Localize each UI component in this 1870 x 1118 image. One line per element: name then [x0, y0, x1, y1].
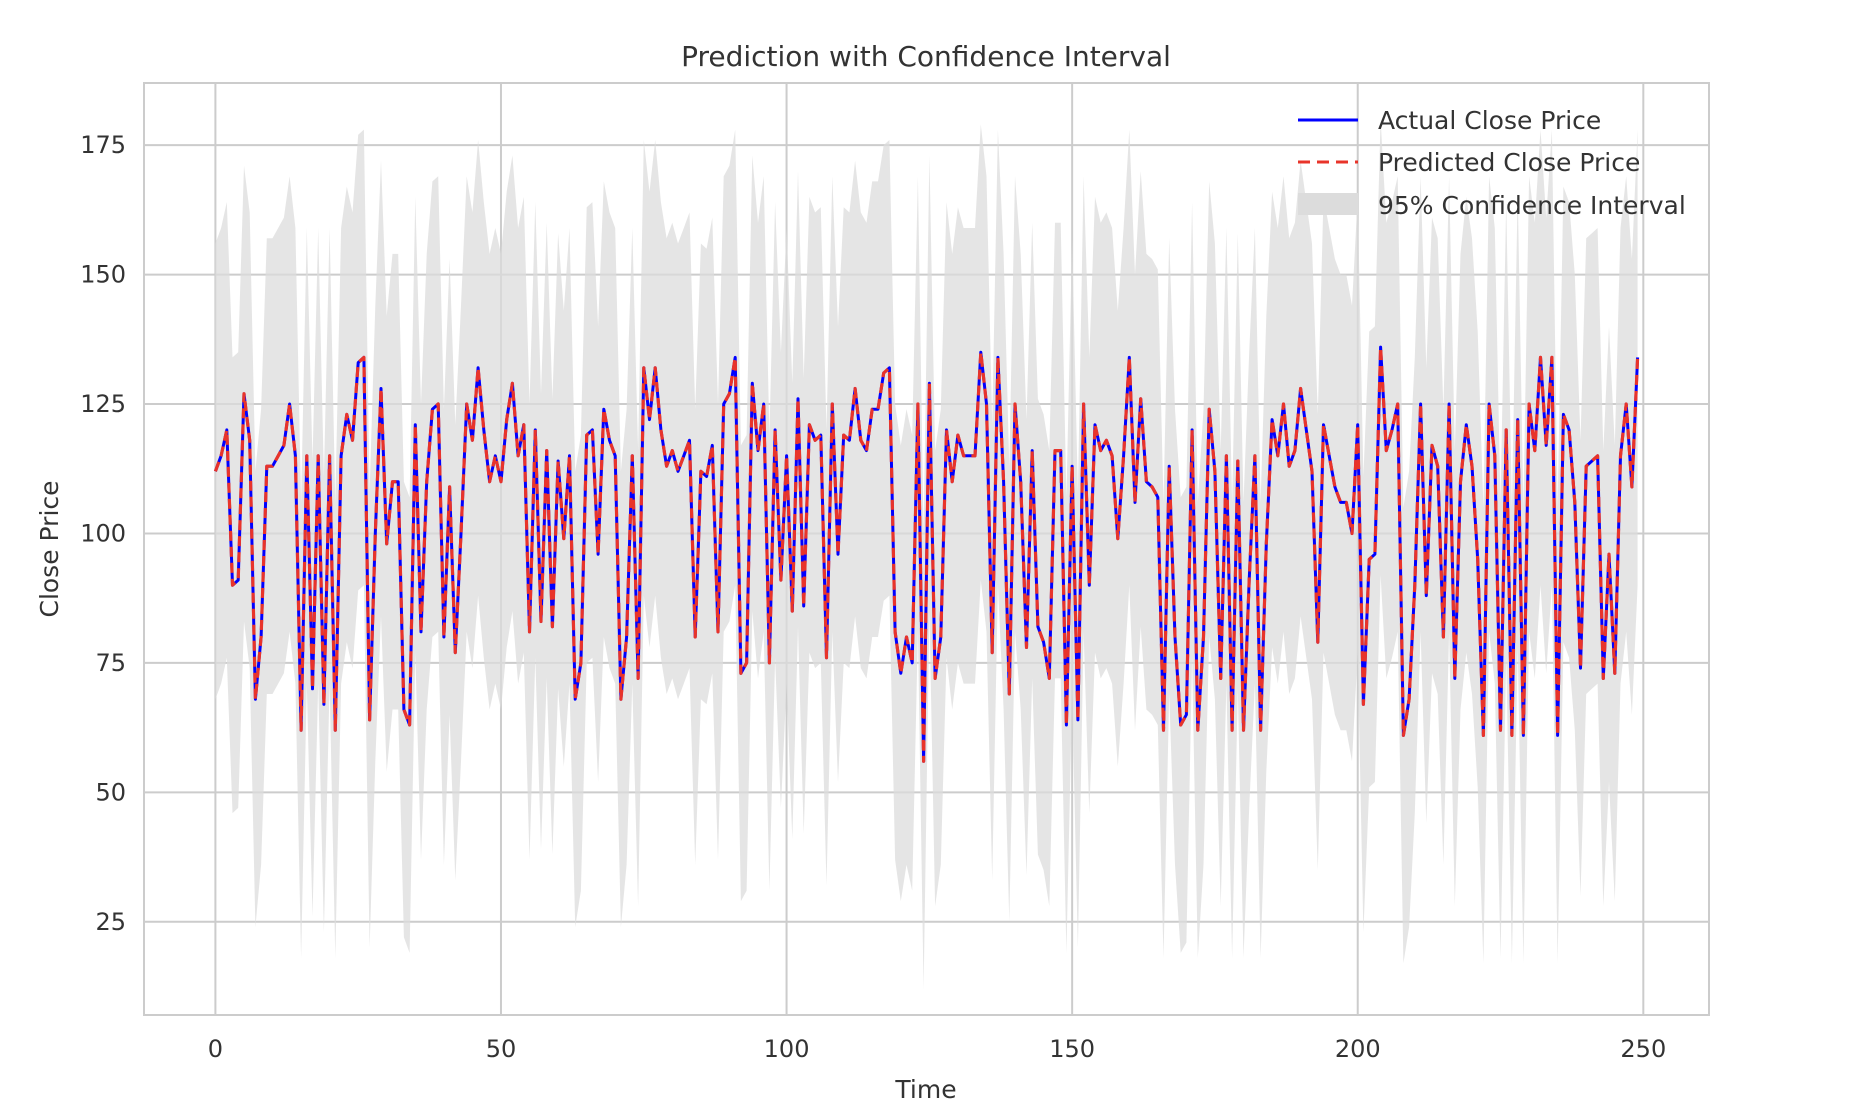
y-tick-label: 50: [95, 778, 126, 806]
y-tick-labels: 25 50 75 100 125 150 175: [80, 131, 126, 936]
y-tick-label: 25: [95, 908, 126, 936]
x-tick-label: 250: [1620, 1035, 1666, 1063]
y-tick-label: 75: [95, 649, 126, 677]
y-tick-label: 150: [80, 261, 126, 289]
y-tick-label: 125: [80, 390, 126, 418]
y-tick-label: 175: [80, 131, 126, 159]
x-tick-label: 0: [208, 1035, 223, 1063]
legend-actual-label: Actual Close Price: [1378, 106, 1601, 135]
y-tick-label: 100: [80, 519, 126, 547]
legend-ci-swatch: [1298, 193, 1358, 215]
legend-predicted-label: Predicted Close Price: [1378, 148, 1640, 177]
x-tick-label: 100: [764, 1035, 810, 1063]
y-axis-label: Close Price: [35, 480, 64, 617]
legend: Actual Close Price Predicted Close Price…: [1298, 106, 1686, 220]
predicted-close-line: [213, 345, 1640, 763]
x-tick-labels: 0 50 100 150 200 250: [208, 1035, 1666, 1063]
x-tick-label: 150: [1049, 1035, 1095, 1063]
legend-ci-label: 95% Confidence Interval: [1378, 191, 1686, 220]
series-layer: [213, 345, 1640, 763]
chart-title: Prediction with Confidence Interval: [681, 40, 1171, 73]
x-axis-label: Time: [894, 1075, 956, 1104]
x-tick-label: 200: [1335, 1035, 1381, 1063]
x-tick-label: 50: [486, 1035, 517, 1063]
